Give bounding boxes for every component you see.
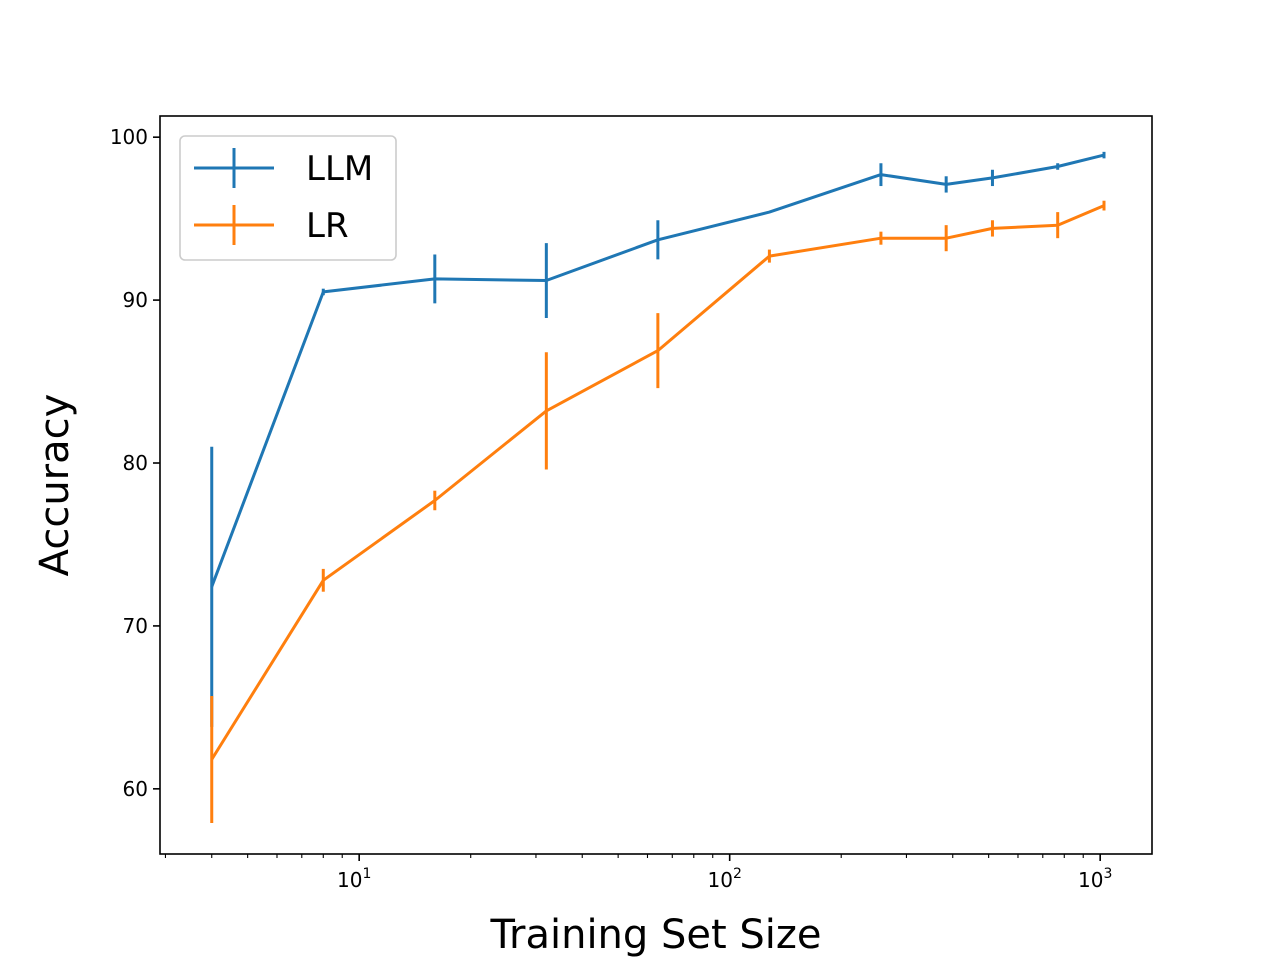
tick-layer: 60 70 80 90 100 101 102 103: [110, 125, 1113, 892]
series-llm-line: [210, 153, 1105, 588]
series-llm: [210, 151, 1106, 727]
series-layer: [210, 151, 1106, 824]
plot-frame: [159, 115, 1153, 855]
legend: LLM LR: [179, 135, 397, 261]
x-tick-label: 103: [1078, 866, 1112, 892]
y-axis-label: Accuracy: [32, 394, 78, 577]
x-axis-label: Training Set Size: [489, 912, 821, 958]
x-tick-label: 102: [707, 866, 741, 892]
y-tick-label: 80: [123, 451, 148, 475]
y-tick-label: 100: [110, 125, 148, 149]
x-tick-label: 101: [337, 866, 371, 892]
series-lr: [210, 200, 1106, 824]
y-tick-label: 90: [123, 288, 148, 312]
y-tick-label: 70: [123, 614, 148, 638]
legend-lr-label: LR: [306, 206, 349, 246]
legend-llm-label: LLM: [306, 149, 373, 189]
y-tick-label: 60: [123, 777, 148, 801]
